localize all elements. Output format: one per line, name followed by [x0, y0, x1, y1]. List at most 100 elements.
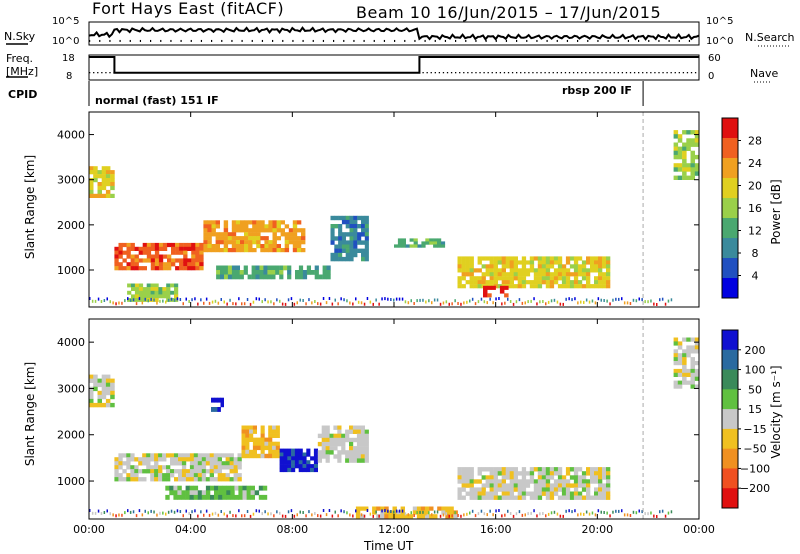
power-cell: [231, 244, 237, 249]
velocity-cell: [586, 483, 591, 488]
power-cell: [256, 244, 261, 249]
velocity-cell: [345, 454, 350, 459]
power-cell: [694, 167, 700, 172]
power-cell: [89, 182, 94, 187]
power-cell: [561, 272, 567, 277]
velocity-frame-top: [88, 318, 700, 520]
power-cell: [533, 280, 539, 285]
power-cell: [557, 260, 563, 265]
velocity-cell: [493, 491, 498, 496]
power-cell: [280, 232, 285, 237]
power-cell: [150, 258, 156, 263]
velocity-cell: [341, 437, 346, 443]
power-cell: [122, 266, 127, 271]
nsky-tick-top: 10^5: [52, 16, 80, 27]
velocity-cell: [682, 372, 687, 377]
velocity-cell: [241, 453, 246, 459]
power-cell: [183, 242, 188, 248]
velocity-cell: [97, 402, 102, 408]
velocity-ground-cell: [512, 514, 515, 518]
freq-tick-bottom: 8: [66, 71, 73, 82]
power-cell: [292, 236, 298, 241]
power-ground-cell: [349, 301, 351, 305]
power-cell: [361, 228, 366, 233]
power-ground-cell: [156, 301, 158, 305]
velocity-cell: [337, 425, 342, 430]
power-colorbar-tick-label: 8: [752, 247, 759, 260]
nave-dot: [597, 72, 599, 74]
nave-dot: [511, 72, 514, 74]
power-cell: [134, 294, 140, 299]
power-cell: [330, 236, 335, 241]
velocity-cell: [577, 483, 583, 488]
nsearch-dot: [597, 39, 599, 42]
power-ground-cell: [393, 298, 395, 302]
power-cell: [280, 220, 285, 225]
velocity-cell: [302, 456, 307, 461]
nave-dot: [544, 72, 546, 74]
velocity-cell: [185, 490, 190, 496]
velocity-cell: [329, 437, 334, 443]
velocity-ground-cell: [580, 512, 582, 516]
velocity-cell: [333, 454, 338, 459]
power-cell: [437, 244, 442, 248]
velocity-cell: [275, 445, 280, 451]
velocity-cell: [233, 465, 238, 470]
nave-dot: [499, 72, 502, 74]
power-ground-cell: [235, 302, 237, 306]
velocity-cell: [306, 460, 311, 465]
power-cell: [158, 294, 163, 299]
velocity-ground-cell: [390, 510, 392, 513]
velocity-cell: [325, 450, 330, 455]
power-cell: [215, 224, 220, 229]
power-ground-cell: [387, 297, 389, 301]
velocity-cell: [352, 437, 358, 443]
power-cell: [134, 283, 140, 288]
velocity-cell: [205, 477, 211, 482]
power-cell: [240, 228, 245, 233]
power-ground-cell: [89, 297, 91, 300]
power-cell: [690, 167, 695, 172]
power-cell: [565, 256, 571, 261]
velocity-cell: [598, 467, 603, 472]
power-ground-cell: [536, 302, 538, 306]
velocity-cell: [457, 495, 462, 500]
velocity-ground-cell: [226, 514, 228, 518]
velocity-cell: [256, 437, 261, 442]
nsearch-dot: [160, 39, 162, 42]
velocity-cell: [590, 471, 595, 476]
velocity-cell: [521, 487, 527, 492]
power-ground-cell: [398, 297, 401, 301]
freq-tick-top: 18: [62, 53, 75, 64]
power-cell: [167, 266, 172, 271]
velocity-cell: [557, 475, 563, 480]
velocity-colorbar-swatch: [722, 330, 738, 351]
power-cell: [138, 287, 144, 291]
power-cell: [130, 262, 135, 267]
velocity-ground-cell: [451, 514, 453, 518]
velocity-cell: [465, 467, 470, 472]
power-cell: [577, 256, 583, 261]
velocity-cell: [694, 372, 700, 377]
power-ground-cell: [457, 302, 459, 305]
velocity-cell: [245, 445, 250, 451]
power-cell: [203, 224, 208, 229]
power-cell: [573, 276, 579, 281]
velocity-ground-cell: [416, 511, 418, 515]
power-ground-cell: [91, 299, 94, 303]
power-cell: [598, 268, 603, 273]
nsearch-dot: [302, 39, 304, 42]
velocity-cell: [509, 487, 514, 492]
power-cell: [557, 264, 563, 269]
velocity-cell: [590, 475, 595, 480]
velocity-cell: [573, 479, 579, 484]
velocity-ground-cell: [515, 512, 518, 516]
power-ground-cell: [141, 301, 144, 305]
velocity-cell: [321, 446, 326, 451]
velocity-cell: [521, 495, 527, 500]
power-cell: [417, 244, 422, 248]
velocity-ground-cell: [235, 514, 237, 518]
velocity-cell: [337, 429, 342, 434]
power-cell: [150, 246, 156, 251]
power-ground-cell: [471, 297, 474, 301]
